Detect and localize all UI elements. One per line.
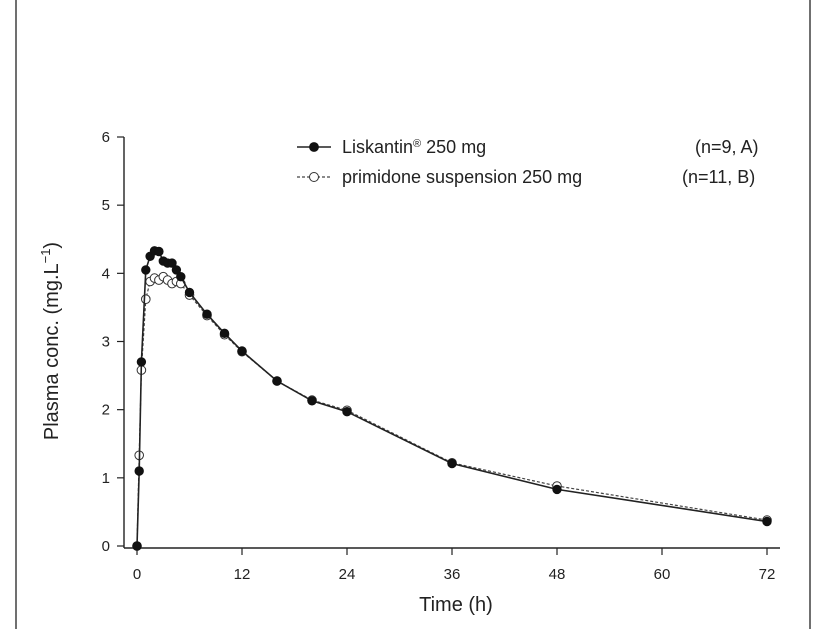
- liskantin-line: [136, 249, 768, 547]
- y-axis-title-main: Plasma conc. (mg.L: [41, 263, 63, 440]
- y-tick-label-5: 5: [102, 197, 110, 214]
- x-tick-label-0: 0: [133, 566, 141, 583]
- y-axis-ticks: 0 1 2 3 4 5 6: [102, 129, 124, 555]
- liskantin-point-21: [762, 516, 772, 527]
- liskantin-point-10: [171, 265, 182, 275]
- liskantin-point-0: [132, 541, 142, 551]
- legend-label-liskantin-dose: 250 mg: [421, 137, 486, 157]
- liskantin-point-1: [134, 466, 144, 476]
- x-tick-label-1: 12: [234, 566, 251, 583]
- liskantin-point-15: [237, 346, 247, 356]
- legend-note-primidone: (n=11, B): [682, 167, 755, 187]
- legend-label-liskantin-registered: ®: [413, 138, 421, 150]
- y-tick-label-2: 2: [102, 402, 110, 419]
- liskantin-point-17: [307, 396, 317, 406]
- x-axis-ticks: 0 12 24 36 48 60 72: [133, 548, 776, 583]
- legend-marker-liskantin: [309, 142, 319, 152]
- x-tick-label-5: 60: [654, 566, 671, 583]
- liskantin-point-14: [219, 328, 230, 339]
- legend-label-primidone: primidone suspension 250 mg: [342, 167, 582, 187]
- liskantin-point-6: [154, 246, 164, 257]
- legend-marker-primidone: [309, 172, 319, 182]
- liskantin-point-11: [176, 272, 186, 282]
- x-tick-label-2: 24: [339, 566, 356, 583]
- legend-note-liskantin: (n=9, A): [695, 137, 759, 157]
- liskantin-point-20: [552, 484, 562, 495]
- liskantin-point-19: [447, 458, 457, 469]
- x-axis-title: Time (h): [419, 594, 493, 616]
- y-tick-label-3: 3: [102, 334, 110, 351]
- liskantin-point-2: [136, 357, 147, 367]
- y-tick-label-4: 4: [102, 265, 110, 282]
- x-tick-label-4: 48: [549, 566, 566, 583]
- y-tick-label-6: 6: [102, 129, 110, 146]
- y-axis-title: Plasma conc. (mg.L−1): [38, 242, 63, 440]
- y-tick-label-0: 0: [102, 538, 110, 555]
- liskantin-point-18: [342, 407, 352, 417]
- x-tick-label-6: 72: [759, 566, 776, 583]
- liskantin-point-13: [202, 309, 212, 319]
- y-axis-title-close: ): [41, 242, 63, 249]
- series-liskantin: [132, 246, 772, 551]
- y-axis-title-exponent: −1: [38, 249, 53, 264]
- legend: Liskantin® 250 mg (n=9, A) primidone sus…: [297, 137, 759, 187]
- legend-label-liskantin: Liskantin® 250 mg: [342, 137, 486, 157]
- legend-label-liskantin-name: Liskantin: [342, 137, 413, 157]
- liskantin-point-12: [184, 287, 195, 298]
- y-tick-label-1: 1: [102, 470, 110, 487]
- series-primidone-suspension: [132, 271, 772, 551]
- primidone-point-3: [141, 294, 151, 305]
- liskantin-point-9: [167, 258, 177, 268]
- x-tick-label-3: 36: [444, 566, 461, 583]
- liskantin-point-16: [272, 376, 282, 386]
- primidone-line: [136, 275, 768, 547]
- liskantin-point-3: [141, 265, 151, 275]
